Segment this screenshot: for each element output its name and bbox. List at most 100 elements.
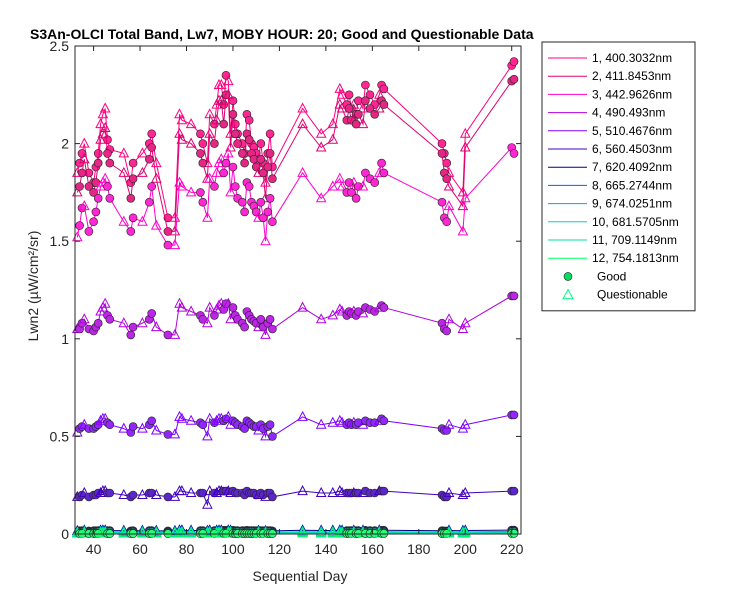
questionable-point <box>202 317 213 328</box>
good-point <box>198 197 208 207</box>
good-point <box>437 149 447 158</box>
good-point <box>256 197 266 207</box>
legend-label-5: 5, 510.4676nm <box>592 124 672 138</box>
questionable-point <box>443 486 455 497</box>
questionable-point <box>176 133 188 144</box>
questionable-point <box>95 486 106 497</box>
good-point <box>126 227 136 236</box>
good-point <box>196 129 205 139</box>
questionable-point <box>176 180 188 191</box>
good-point <box>268 492 277 502</box>
questionable-point <box>137 166 148 177</box>
good-point <box>379 84 389 94</box>
good-point <box>442 217 452 226</box>
good-point <box>196 188 205 197</box>
good-point <box>147 309 156 318</box>
good-point <box>238 149 247 158</box>
questionable-point <box>174 127 185 138</box>
questionable-point <box>99 297 111 308</box>
good-point <box>437 197 447 207</box>
good-point <box>509 74 519 84</box>
good-point <box>240 424 249 433</box>
legend-label-3: 3, 442.9626nm <box>592 87 672 101</box>
good-point <box>105 488 115 498</box>
questionable-point <box>297 301 308 312</box>
y-tick-label: 0 <box>61 526 69 542</box>
questionable-point <box>95 118 106 129</box>
questionable-point <box>211 114 223 125</box>
questionable-point <box>169 239 181 250</box>
questionable-point <box>118 422 130 433</box>
questionable-point <box>118 166 130 177</box>
good-point <box>128 213 138 223</box>
questionable-point <box>204 412 216 423</box>
questionable-point <box>457 322 469 333</box>
good-point <box>238 197 247 207</box>
good-point <box>147 129 156 139</box>
questionable-point <box>169 328 181 339</box>
questionable-point <box>327 180 339 191</box>
good-point <box>231 119 240 129</box>
questionable-point <box>225 141 236 152</box>
good-point <box>147 143 156 152</box>
good-point <box>347 188 356 197</box>
good-point <box>442 174 452 183</box>
questionable-point <box>185 486 197 497</box>
questionable-point <box>459 527 471 538</box>
good-point <box>256 314 266 324</box>
good-point <box>268 324 277 334</box>
good-point <box>351 194 361 203</box>
good-point <box>365 90 375 100</box>
questionable-point <box>443 527 455 538</box>
good-point <box>75 182 84 191</box>
good-point <box>93 318 103 328</box>
good-point <box>93 194 103 203</box>
questionable-point <box>202 211 213 222</box>
good-point <box>126 194 136 203</box>
good-point <box>240 322 249 332</box>
questionable-point <box>215 94 227 105</box>
good-point <box>128 322 138 332</box>
good-point <box>263 162 273 172</box>
questionable-point <box>443 200 455 211</box>
legend-good-marker <box>563 272 573 281</box>
good-point <box>509 486 519 496</box>
good-point <box>93 149 103 158</box>
questionable-point <box>150 488 162 499</box>
questionable-point <box>211 166 223 177</box>
questionable-point <box>95 133 106 144</box>
questionable-point <box>459 141 471 152</box>
good-point <box>198 158 208 168</box>
good-point <box>361 96 370 105</box>
questionable-point <box>327 309 339 320</box>
good-point <box>198 139 208 148</box>
questionable-point <box>315 141 327 152</box>
good-point <box>354 110 363 119</box>
good-point <box>244 115 254 125</box>
good-point <box>77 168 87 178</box>
good-point <box>344 90 354 100</box>
good-point <box>89 217 98 226</box>
good-point <box>219 168 228 178</box>
questionable-point <box>169 490 181 501</box>
good-point <box>91 207 101 217</box>
questionable-point <box>118 215 130 226</box>
questionable-point <box>357 307 369 318</box>
questionable-point <box>315 127 327 138</box>
questionable-point <box>297 166 308 177</box>
questionable-point <box>204 301 216 312</box>
y-axis-label: Lwn2 (µW/cm²/sr) <box>25 231 41 342</box>
good-point <box>265 314 275 324</box>
questionable-point <box>459 418 471 429</box>
questionable-point <box>327 133 339 144</box>
good-point <box>240 207 249 217</box>
questionable-point <box>185 527 197 538</box>
questionable-point <box>176 527 188 538</box>
y-tick-label: 1.5 <box>50 233 70 249</box>
legend-label-1: 1, 400.3032nm <box>592 51 672 65</box>
good-point <box>105 314 115 324</box>
good-point <box>437 139 447 148</box>
questionable-point <box>169 428 181 439</box>
questionable-point <box>443 180 455 191</box>
good-point <box>361 80 370 90</box>
